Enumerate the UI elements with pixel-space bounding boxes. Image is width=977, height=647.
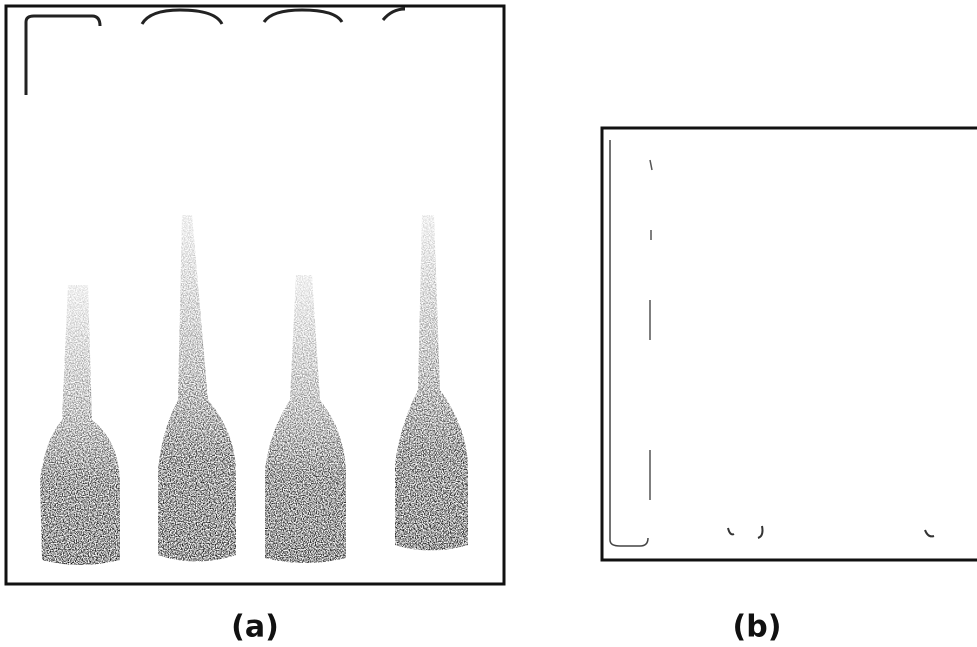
smear-lane-1	[40, 285, 120, 565]
faint-trace	[649, 159, 653, 500]
well	[140, 8, 224, 25]
faint-well	[727, 525, 935, 539]
gel-frame	[600, 126, 977, 562]
well	[24, 14, 102, 95]
well	[262, 8, 344, 23]
smear-lane-3	[265, 275, 346, 563]
gel-b	[600, 126, 977, 562]
panel-label: (b)	[733, 610, 782, 645]
smear-lane-2	[158, 215, 236, 562]
well	[381, 7, 406, 21]
panel-label: (a)	[231, 610, 279, 645]
smear-lane-4	[395, 215, 468, 551]
gel-a	[4, 4, 506, 586]
well	[609, 140, 649, 547]
